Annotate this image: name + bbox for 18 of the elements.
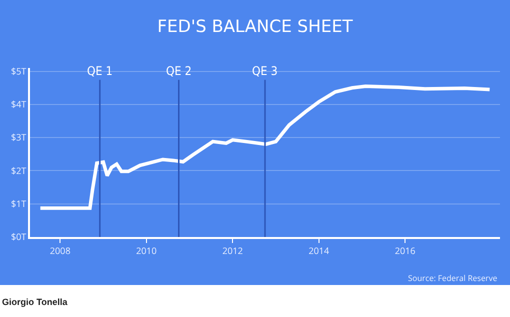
y-tick-label: $0T [10,230,26,244]
ref-line-label: QE 1 [87,64,113,78]
y-tick-label: $1T [10,197,26,210]
ref-line-label: QE 2 [166,64,192,78]
x-tick-label: 2016 [394,244,416,257]
x-tick-label: 2010 [136,244,157,257]
ref-line-label: QE 3 [252,64,278,78]
line-series [38,84,492,210]
y-tick-label: $3T [10,130,26,144]
chart-title: FED'S BALANCE SHEET [157,16,354,37]
text: Giorgio Tonella [2,297,68,307]
x-tick-label: 2008 [50,244,70,257]
y-tick-label: $2T [10,164,26,177]
x-tick-label: 2014 [308,244,330,257]
y-tick-label: $4T [10,98,26,111]
y-tick-label: $5T [10,64,26,78]
source-note: Source: Federal Reserve [408,273,498,284]
x-tick-label: 2012 [222,244,243,257]
